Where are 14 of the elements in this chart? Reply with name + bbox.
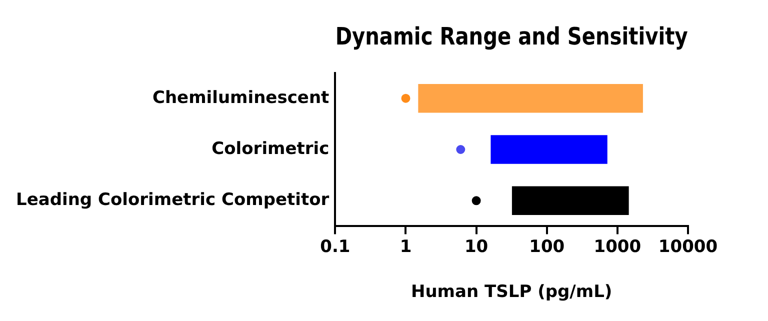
x-tick-label: 10000 bbox=[658, 236, 718, 257]
y-tick-label: Colorimetric bbox=[212, 138, 330, 159]
bar bbox=[490, 135, 608, 164]
x-tick-label: 100 bbox=[529, 236, 565, 257]
y-tick-label: Leading Colorimetric Competitor bbox=[16, 190, 330, 210]
x-tick-label: 10 bbox=[464, 236, 488, 257]
chart-title: Dynamic Range and Sensitivity bbox=[335, 22, 688, 52]
bar bbox=[512, 186, 629, 216]
bar bbox=[418, 84, 643, 113]
x-axis-title: Human TSLP (pg/mL) bbox=[410, 282, 612, 302]
x-tick-label: 0.1 bbox=[320, 236, 350, 257]
x-tick-label: 1000 bbox=[594, 236, 642, 257]
y-tick-label: Chemiluminescent bbox=[152, 88, 330, 108]
x-tick-label: 1 bbox=[400, 236, 412, 257]
